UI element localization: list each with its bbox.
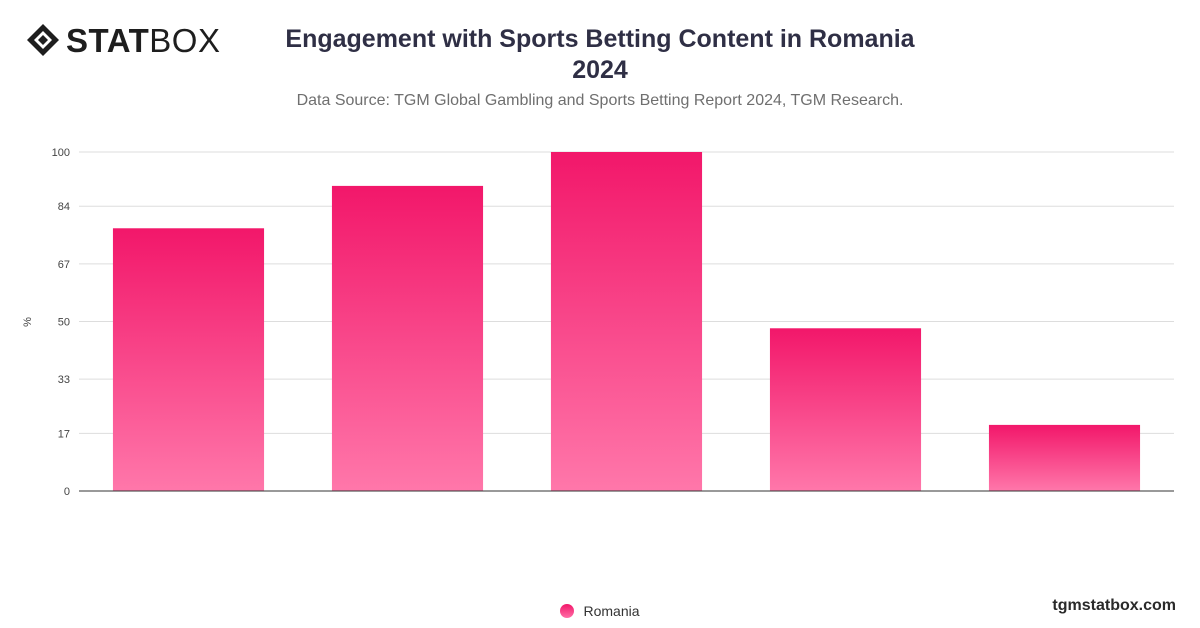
site-url[interactable]: tgmstatbox.com bbox=[1052, 597, 1176, 614]
y-tick-label: 84 bbox=[58, 201, 70, 213]
bar-romania-5[interactable] bbox=[988, 424, 1141, 491]
bars bbox=[112, 152, 1141, 491]
y-tick-label: 0 bbox=[64, 486, 70, 498]
bar-romania-2[interactable] bbox=[331, 185, 484, 491]
y-tick-label: 67 bbox=[58, 259, 70, 271]
bar-romania-3[interactable] bbox=[550, 152, 703, 491]
logo-text-bold: STAT bbox=[66, 21, 150, 59]
diamond-logo-icon bbox=[27, 24, 59, 56]
y-tick-label: 33 bbox=[58, 374, 70, 386]
bar-romania-4[interactable] bbox=[769, 328, 922, 491]
bar-romania-1[interactable] bbox=[112, 228, 265, 491]
y-tick-labels: 0 17 33 50 67 84 100 bbox=[52, 147, 70, 498]
legend-label-romania: Romania bbox=[583, 603, 640, 619]
statbox-logo: STATBOX bbox=[26, 22, 220, 58]
y-tick-label: 50 bbox=[58, 317, 70, 329]
legend[interactable]: Romania bbox=[0, 603, 1200, 619]
y-axis-label: % bbox=[22, 317, 34, 327]
y-tick-label: 100 bbox=[52, 147, 70, 159]
logo-text-light: BOX bbox=[149, 21, 221, 59]
legend-marker bbox=[560, 604, 575, 618]
chart-title-line1: Engagement with Sports Betting Content i… bbox=[285, 25, 915, 53]
chart-subtitle: Data Source: TGM Global Gambling and Spo… bbox=[296, 92, 904, 109]
chart-title: Engagement with Sports Betting Content i… bbox=[0, 24, 1200, 86]
logo-text: STATBOX bbox=[66, 24, 220, 57]
chart-title-line2: 2024 bbox=[572, 56, 628, 84]
y-tick-label: 17 bbox=[58, 428, 70, 440]
bar-chart: 0 17 33 50 67 84 100 % bbox=[22, 147, 1174, 498]
